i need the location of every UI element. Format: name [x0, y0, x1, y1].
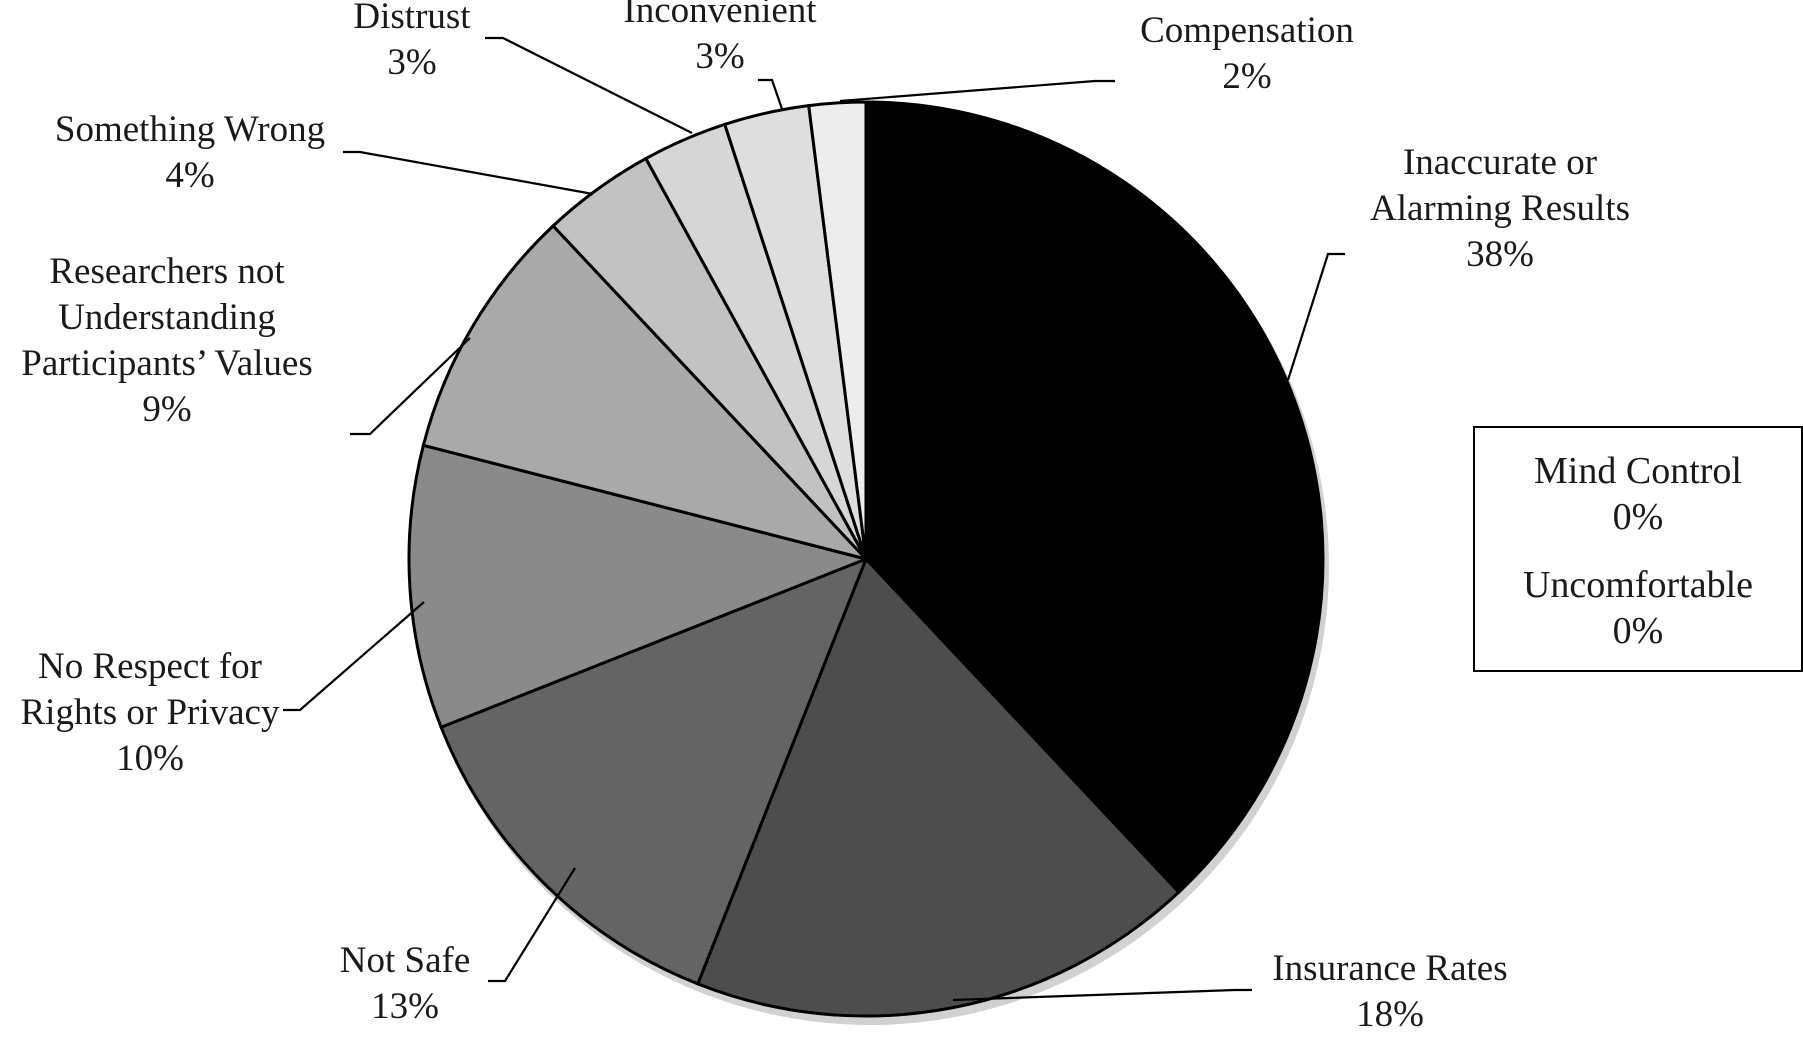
- slice-label-distrust: Distrust 3%: [353, 0, 471, 83]
- slice-label-line: Compensation: [1140, 10, 1354, 51]
- slice-label-line: Something Wrong: [55, 109, 325, 150]
- slice-label-line: Researchers not: [49, 251, 285, 292]
- slice-percent: 4%: [165, 155, 214, 196]
- slice-percent: 9%: [142, 389, 191, 430]
- leader-line-no-respect-for-rights-or-privacy: [283, 601, 425, 712]
- pie-slice-no-respect-for-rights-or-privacy: [407, 443, 871, 730]
- slice-label-line: Understanding: [58, 297, 276, 338]
- slice-label-line: Insufficient: [1162, 0, 1333, 5]
- zero-category-label-uncomfortable: Uncomfortable: [1522, 564, 1754, 606]
- leader-line-not-safe: [488, 867, 576, 983]
- slice-percent: 3%: [695, 36, 744, 77]
- leader-line-researchers-not-understanding-participants-values: [350, 337, 471, 436]
- slice-label-line: Not Safe: [340, 940, 471, 981]
- slice-label-not-safe: Not Safe 13%: [340, 940, 471, 1027]
- zero-category-pct-uncomfortable: 0%: [1612, 610, 1664, 652]
- slice-label-researchers-not-understanding-participants-values: Researchers not Understanding Participants…: [21, 251, 312, 430]
- slice-label-line: Rights or Privacy: [21, 692, 280, 733]
- slice-label-line: Inaccurate or: [1403, 142, 1597, 183]
- leader-line-insurance-rates: [952, 988, 1252, 1002]
- slice-label-line: Alarming Results: [1370, 188, 1630, 229]
- zero-category-pct-mind-control: 0%: [1612, 496, 1664, 538]
- slice-label-inconvenient: Inconvenient 3%: [623, 0, 817, 77]
- slice-percent: 10%: [116, 738, 184, 779]
- leader-line-insufficient-compensation: [839, 79, 1115, 103]
- slice-label-insufficient-compensation: Insufficient Compensation 2%: [1140, 0, 1354, 97]
- pie-slice-insufficient-compensation: [807, 100, 868, 560]
- pie-slice-not-safe: [439, 556, 869, 986]
- slice-percent: 18%: [1356, 994, 1424, 1035]
- slice-percent: 38%: [1466, 234, 1534, 275]
- pie-slice-inaccurate-or-alarming-results: [864, 100, 1325, 895]
- slice-label-line: Insurance Rates: [1272, 948, 1507, 989]
- slice-label-line: Participants’ Values: [21, 343, 312, 384]
- slice-label-insurance-rates: Insurance Rates 18%: [1272, 948, 1507, 1035]
- slice-percent: 3%: [387, 42, 436, 83]
- leader-line-inaccurate-or-alarming-results: [1286, 252, 1345, 381]
- pie-slice-researchers-not-understanding-participants-values: [421, 223, 871, 562]
- slice-percent: 13%: [371, 986, 439, 1027]
- slice-label-no-respect-for-rights-or-privacy: No Respect for Rights or Privacy 10%: [21, 646, 280, 779]
- slice-label-line: No Respect for: [38, 646, 262, 687]
- slice-label-line: Inconvenient: [623, 0, 817, 31]
- pie-slice-insurance-rates: [695, 556, 1181, 1018]
- leader-line-distrust: [485, 36, 693, 134]
- leader-line-something-wrong: [343, 150, 594, 196]
- leader-line-inconvenient: [758, 78, 784, 110]
- zero-value-legend-box: Mind Control 0% Uncomfortable 0%: [1473, 426, 1803, 672]
- slice-label-something-wrong: Something Wrong 4%: [55, 109, 325, 196]
- slice-label-inaccurate-or-alarming-results: Inaccurate or Alarming Results 38%: [1370, 142, 1630, 275]
- slice-label-line: Distrust: [353, 0, 471, 37]
- zero-category-label-mind-control: Mind Control: [1534, 450, 1742, 492]
- slice-percent: 2%: [1222, 56, 1271, 97]
